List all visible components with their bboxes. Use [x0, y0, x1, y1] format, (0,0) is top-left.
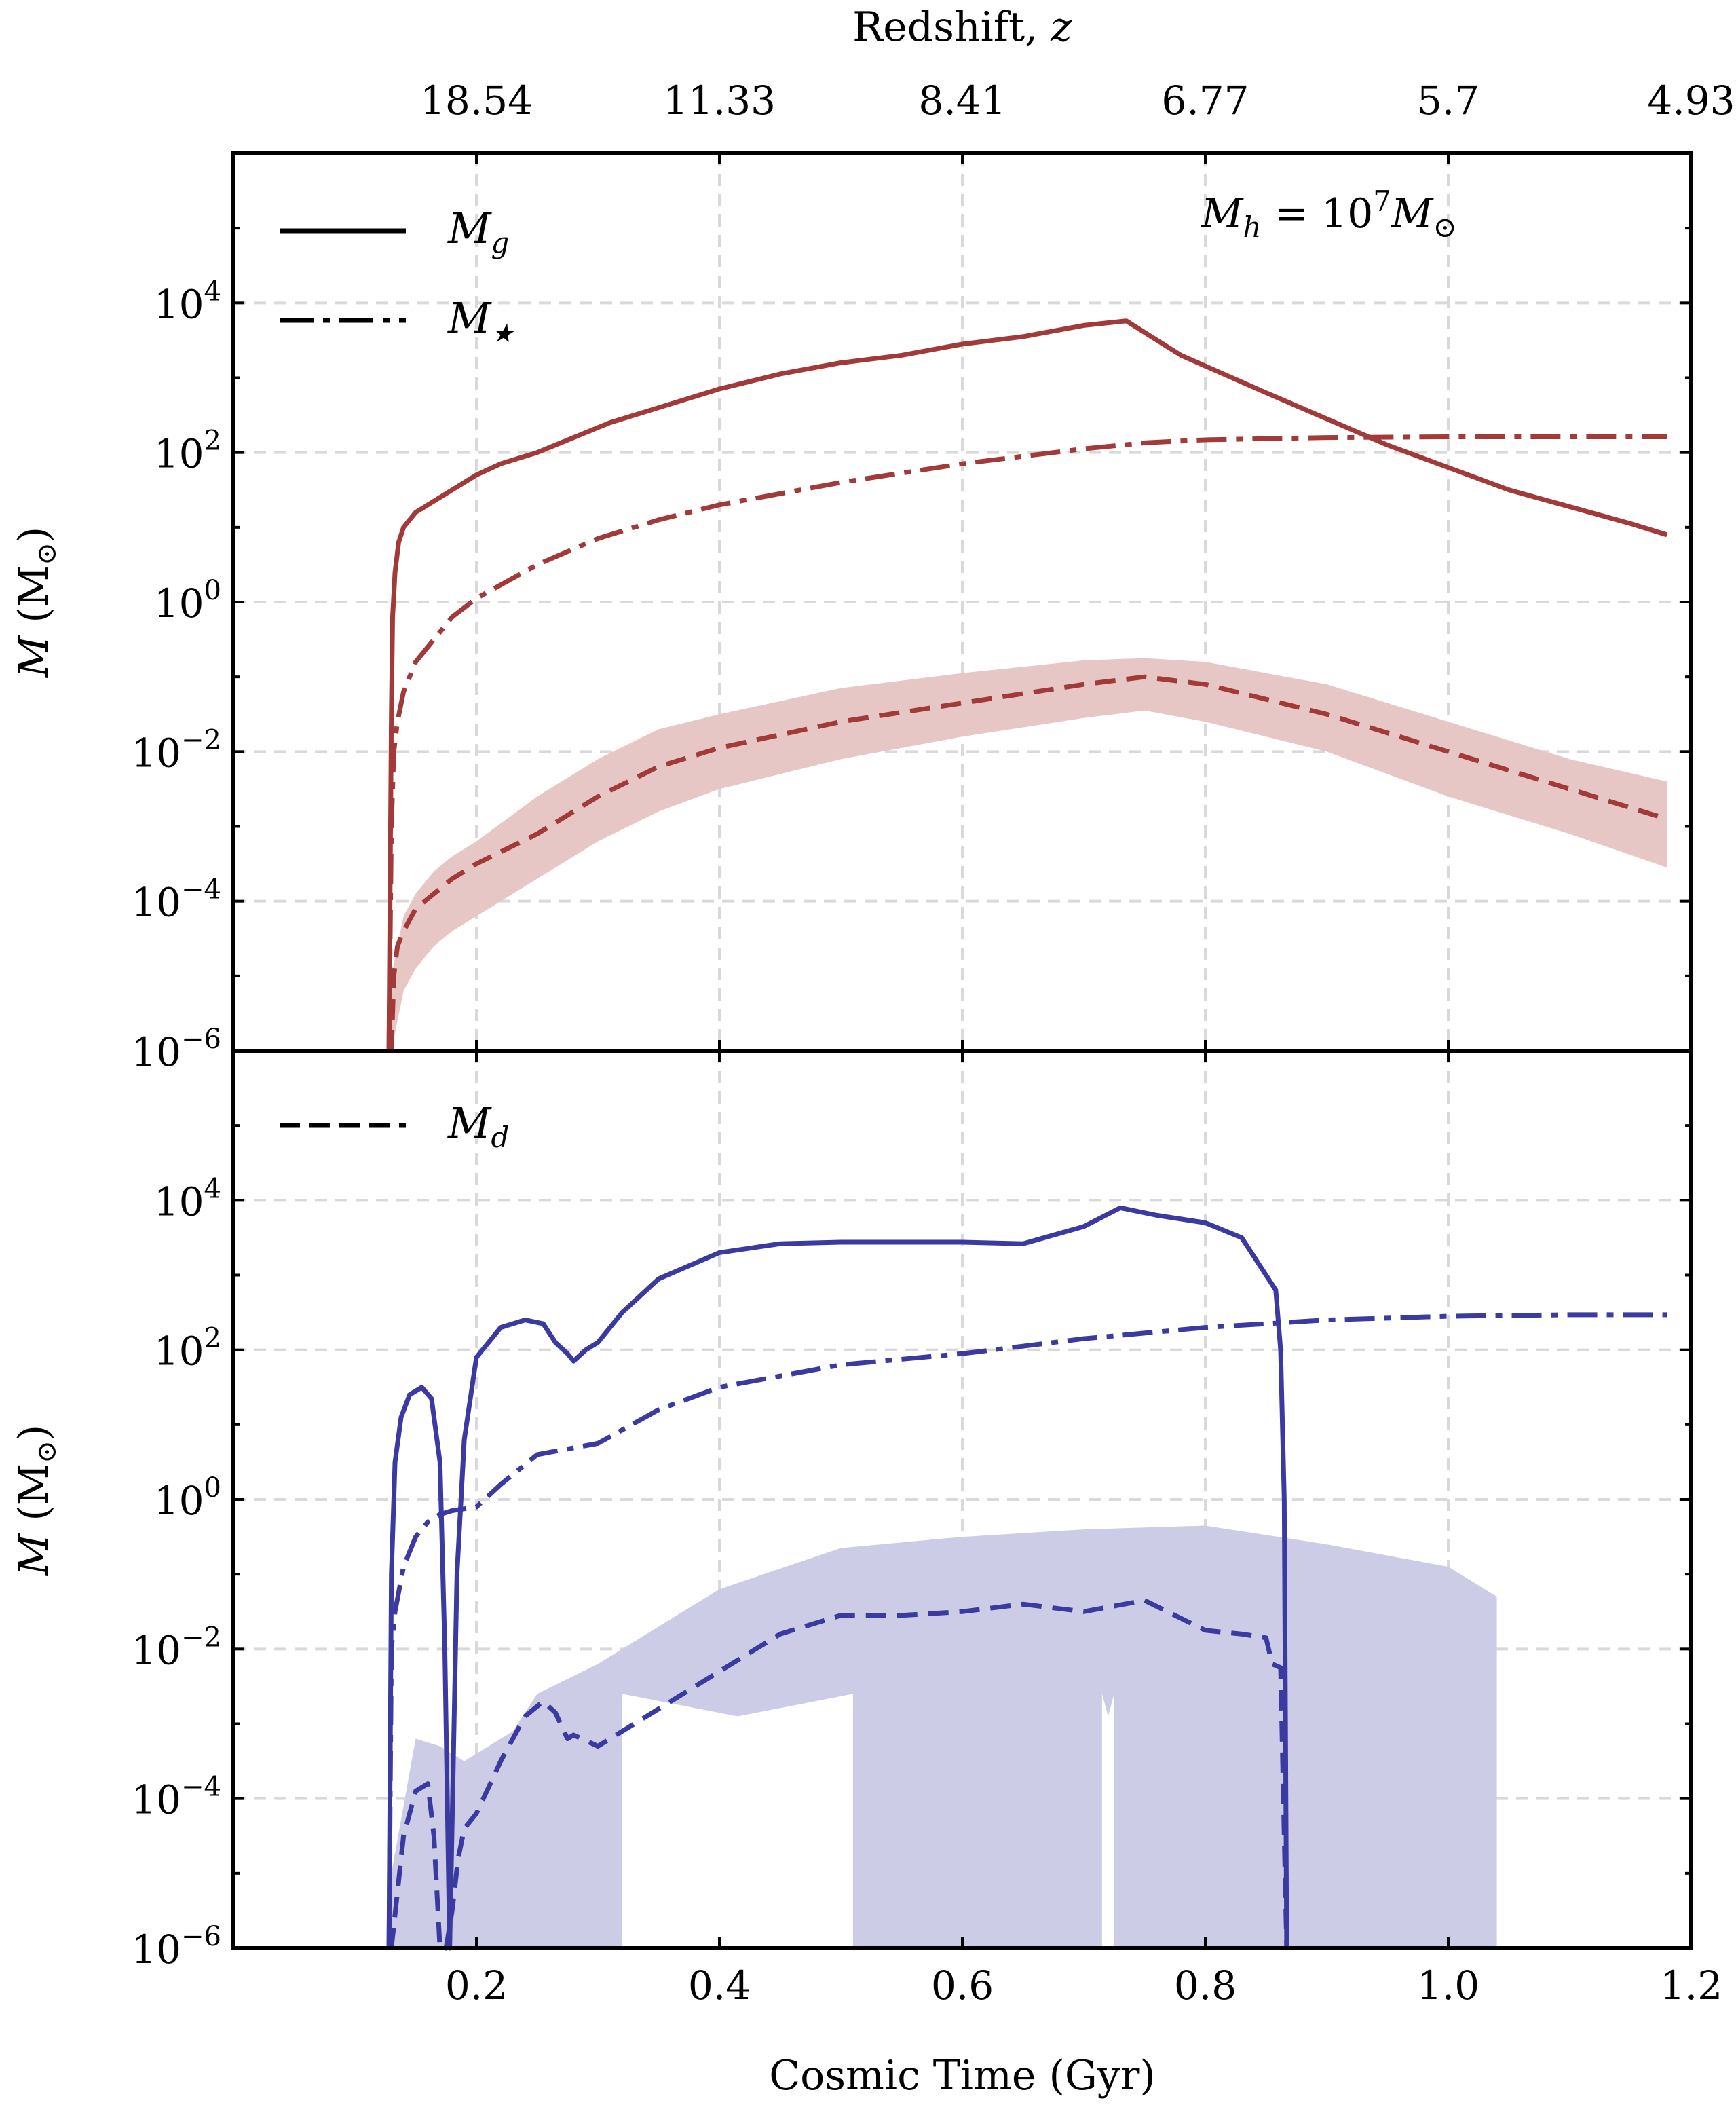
redshift-tick-label: 6.77	[1161, 77, 1249, 124]
redshift-tick-label: 8.41	[918, 77, 1006, 124]
redshift-tick-label: 18.54	[420, 77, 533, 124]
series-line-dashdot	[386, 434, 1667, 1051]
top-axis-title: Redshift, z	[852, 3, 1072, 51]
y-tick-label: 102	[154, 1323, 221, 1375]
bottom-y-axis-title: M (M⊙)	[10, 1425, 62, 1576]
band-gap	[1101, 1694, 1114, 1948]
y-tick-label: 10−6	[131, 1921, 221, 1973]
bottom-legend: Md	[280, 1098, 509, 1154]
y-tick-label: 100	[154, 1472, 221, 1524]
y-tick-label: 10−2	[131, 724, 221, 776]
series-line-dashdot	[386, 1312, 1667, 1949]
top-grid	[233, 153, 1691, 1051]
series-line-solid	[386, 1205, 1289, 1951]
y-tick-label: 10−4	[131, 874, 221, 926]
bottom-dust-band	[391, 1525, 1497, 1948]
bottom-x-tick-labels: 0.2 0.4 0.6 0.8 1.0 1.2	[445, 1962, 1722, 2009]
legend-label-stars: M★	[447, 293, 515, 348]
legend-label-gas: Mg	[447, 204, 509, 259]
dust-range-band	[391, 658, 1667, 1051]
bottom-y-tick-labels: 10−6 10−4 10−2 100 102 104	[131, 1173, 221, 1973]
y-tick-label: 100	[154, 575, 221, 627]
y-tick-label: 10−4	[131, 1772, 221, 1823]
top-redshift-tick-labels: 18.54 11.33 8.41 6.77 5.7 4.93	[420, 77, 1735, 124]
band-gap	[622, 1694, 853, 1948]
bottom-ticks	[233, 1051, 1693, 1949]
bottom-grid	[233, 1051, 1691, 1948]
top-y-axis-title: M (M⊙)	[10, 527, 62, 678]
redshift-tick-label: 4.93	[1647, 77, 1735, 124]
y-tick-label: 104	[154, 276, 221, 327]
x-tick-label: 0.8	[1174, 1962, 1237, 2009]
y-tick-label: 10−2	[131, 1622, 221, 1673]
series-line-dashed	[389, 1598, 1289, 1951]
y-tick-label: 10−6	[131, 1024, 221, 1075]
x-tick-label: 0.4	[688, 1962, 751, 2009]
halo-mass-annotation: Mh = 107M⊙	[1201, 185, 1457, 244]
top-dust-band	[391, 658, 1667, 1051]
bottom-panel: 10−6 10−4 10−2 100 102 104 0.2 0.4 0.6 0.8 1.0 1.2…	[10, 1049, 1722, 2099]
top-series	[386, 318, 1668, 1051]
top-y-tick-labels: 10−6 10−4 10−2 100 102 104	[131, 276, 221, 1075]
series-line-solid	[386, 318, 1668, 1051]
series-line-dashed	[389, 674, 1668, 1051]
top-panel: 10−6 10−4 10−2 100 102 104 18.54 11.33 8.41 6.77…	[10, 3, 1735, 1075]
redshift-tick-label: 5.7	[1417, 77, 1479, 124]
dust-range-band	[391, 1525, 1497, 1948]
x-tick-label: 0.2	[445, 1962, 508, 2009]
x-tick-label: 1.0	[1417, 1962, 1479, 2009]
y-tick-label: 102	[154, 426, 221, 477]
bottom-series	[386, 1205, 1667, 1951]
redshift-tick-label: 11.33	[663, 77, 776, 124]
x-axis-title: Cosmic Time (Gyr)	[769, 2052, 1156, 2099]
legend-label-dust: Md	[447, 1098, 509, 1154]
top-legend: Mg M★	[280, 204, 515, 348]
x-tick-label: 1.2	[1660, 1962, 1722, 2009]
x-tick-label: 0.6	[931, 1962, 994, 2009]
y-tick-label: 104	[154, 1173, 221, 1225]
